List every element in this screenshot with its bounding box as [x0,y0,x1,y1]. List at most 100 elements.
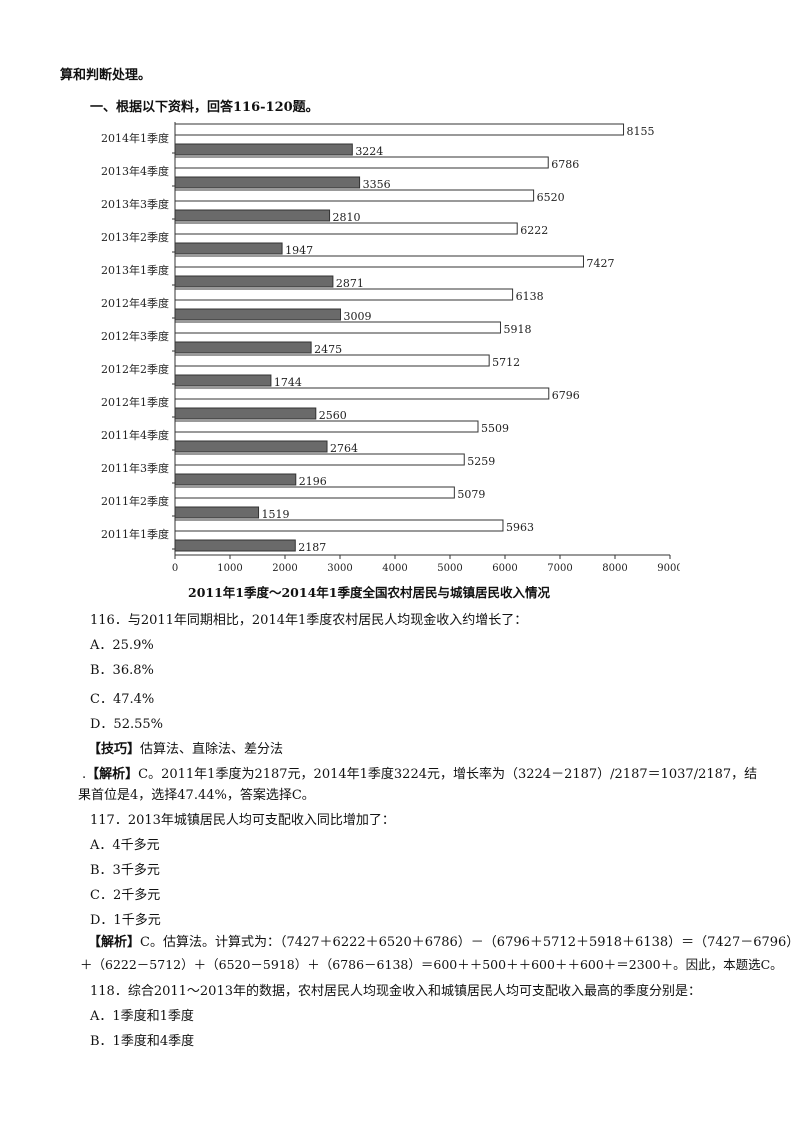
category-label: 2012年4季度 [101,296,169,310]
q116-option-d: D．52.55% [90,717,163,732]
q116-option-a: A．25.9% [90,638,154,653]
category-label: 2011年4季度 [101,428,169,442]
income-bar-chart: 2014年1季度 2013年4季度 2013年3季度 2013年2季度 2013年1季度… [101,122,680,574]
value-label: 7427 [586,257,614,270]
category-label: 2012年2季度 [101,362,169,376]
value-label: 5918 [503,323,531,336]
category-label: 2013年4季度 [101,164,169,178]
q118-option-a: A．1季度和1季度 [90,1009,194,1024]
value-label: 6796 [552,389,580,402]
value-label: 5509 [481,422,509,435]
bar-urban [174,486,455,499]
x-tick-label: 1000 [217,563,242,574]
q116-analysis-line1: .【解析】C。2011年1季度为2187元，2014年1季度3224元，增长率为… [82,766,757,784]
bar-rural [174,407,317,420]
value-label: 2871 [336,277,364,290]
category-label: 2014年1季度 [101,131,169,145]
bar-rural [174,473,297,486]
bar-rural [174,539,296,552]
x-tick-label: 6000 [492,563,517,574]
bar-rural [174,374,272,387]
analysis-label: 【解析】 [88,935,141,950]
bar-urban [174,123,625,136]
bar-urban [174,321,501,334]
analysis-label: 【解析】 [86,767,139,782]
q116-analysis-line2: 果首位是4，选择47.44%，答案选择C。 [78,788,315,803]
value-label: 8155 [627,125,655,138]
value-label: 2196 [299,475,327,488]
category-label: 2013年1季度 [101,263,169,277]
q116-option-b: B．36.8% [90,663,154,678]
value-label: 2187 [298,541,326,554]
q116-option-c: C．47.4% [90,692,155,707]
x-tick-label: 0 [172,563,178,574]
category-label: 2011年3季度 [101,461,169,475]
value-label: 1947 [285,244,313,257]
analysis-prefix: . [82,767,87,782]
value-label: 5259 [467,455,495,468]
value-label: 5963 [506,521,534,534]
value-label: 1519 [262,508,290,521]
value-label: 2475 [314,343,342,356]
q117-analysis-line2: ＋（6222－5712）＋（6520－5918）＋（6786－6138）＝600… [80,957,783,972]
x-tick-label: 3000 [327,563,352,574]
q117-stem: 117．2013年城镇居民人均可支配收入同比增加了： [90,813,395,828]
bar-rural [174,308,341,321]
value-label: 5712 [492,356,520,369]
bar-urban [174,189,535,202]
value-label: 3224 [355,145,383,158]
value-label: 2764 [330,442,358,455]
bar-rural [174,275,334,288]
chart-title: 2011年1季度～2014年1季度全国农村居民与城镇居民收入情况 [188,585,550,600]
q118-option-b: B．1季度和4季度 [90,1034,195,1049]
value-label: 5079 [457,488,485,501]
analysis-text-1: C。2011年1季度为2187元，2014年1季度3224元，增长率为（3224… [138,767,758,782]
bar-urban [174,354,490,367]
x-tick-label: 5000 [437,563,462,574]
category-label: 2012年3季度 [101,329,169,343]
bar-rural [174,341,312,354]
bar-urban [174,420,479,433]
bar-urban [174,156,549,169]
bar-rural [174,143,353,156]
value-label: 6222 [520,224,548,237]
value-label: 3009 [343,310,371,323]
q117-option-b: B．3千多元 [90,863,160,878]
category-label: 2011年2季度 [101,494,169,508]
tip-label: 【技巧】 [88,742,141,757]
bar-rural [174,506,260,519]
value-label: 6138 [516,290,544,303]
category-label: 2013年2季度 [101,230,169,244]
x-tick-label: 8000 [602,563,627,574]
x-tick-label: 7000 [547,563,572,574]
x-tick-label: 4000 [382,563,407,574]
value-label: 2810 [333,211,361,224]
intro-text: 算和判断处理。 [60,68,152,83]
value-label: 6786 [551,158,579,171]
value-label: 6520 [537,191,565,204]
q116-stem: 116．与2011年同期相比，2014年1季度农村居民人均现金收入约增长了： [90,613,528,628]
category-label: 2012年1季度 [101,395,169,409]
x-tick-label: 2000 [272,563,297,574]
x-tick-label: 9000 [657,563,680,574]
bar-urban [174,519,504,532]
bar-rural [174,242,283,255]
q117-option-c: C．2千多元 [90,888,161,903]
q118-stem: 118．综合2011～2013年的数据，农村居民人均现金收入和城镇居民人均可支配… [90,984,701,999]
category-label: 2011年1季度 [101,527,169,541]
value-label: 1744 [274,376,302,389]
bar-urban [174,222,518,235]
q117-analysis-line1: 【解析】C。估算法。计算式为：（7427＋6222＋6520＋6786）－（67… [88,934,799,952]
value-label: 2560 [319,409,347,422]
analysis-text-1: C。估算法。计算式为：（7427＋6222＋6520＋6786）－（6796＋5… [140,935,800,950]
section-title: 一、根据以下资料，回答116-120题。 [90,100,319,115]
bar-urban [174,453,465,466]
bar-urban [174,255,584,268]
q117-option-a: A．4千多元 [90,838,160,853]
value-label: 3356 [363,178,391,191]
bar-urban [174,288,514,301]
tip-text: 估算法、直除法、差分法 [140,742,284,757]
bar-urban [174,387,550,400]
bar-rural [174,209,331,222]
category-label: 2013年3季度 [101,197,169,211]
